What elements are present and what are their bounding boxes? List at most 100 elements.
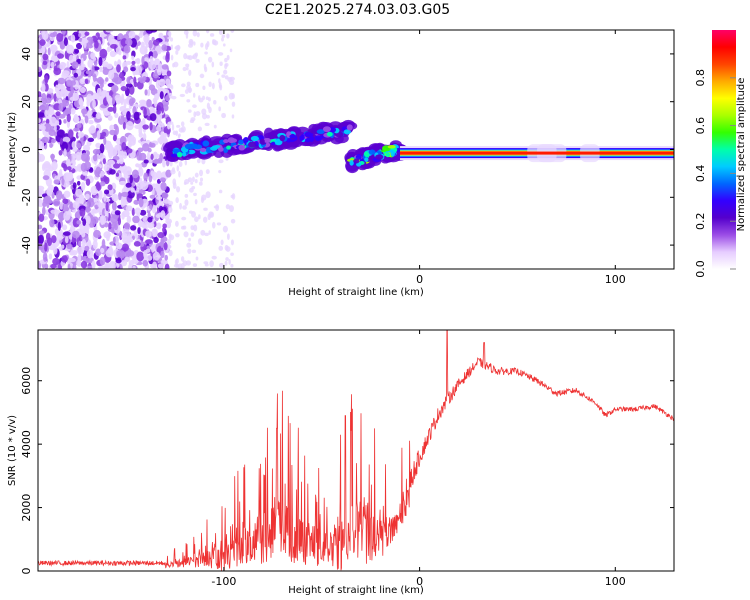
weak-scatter: [175, 197, 179, 204]
noise-speckle: [93, 60, 98, 67]
noise-speckle: [107, 115, 113, 121]
noise-speckle: [45, 118, 50, 125]
noise-speckle: [88, 119, 94, 125]
weak-scatter: [224, 75, 229, 80]
weak-scatter: [231, 101, 236, 107]
noise-speckle: [48, 129, 56, 137]
noise-speckle: [51, 161, 58, 171]
noise-speckle: [106, 46, 111, 53]
weak-scatter: [201, 158, 206, 165]
noise-speckle: [91, 216, 99, 224]
weak-scatter: [230, 252, 234, 256]
noise-speckle: [42, 201, 47, 208]
weak-scatter: [200, 229, 206, 236]
spectrogram-plot: [38, 30, 674, 269]
noise-speckle: [118, 180, 127, 186]
noise-speckle: [123, 45, 131, 54]
noise-speckle: [85, 215, 91, 225]
noise-speckle: [165, 169, 172, 178]
noise-speckle: [90, 185, 99, 196]
noise-speckle: [160, 250, 165, 259]
signal-blob: [368, 149, 376, 155]
noise-speckle: [67, 257, 76, 263]
noise-speckle: [94, 40, 99, 49]
noise-speckle: [64, 236, 69, 244]
noise-speckle: [84, 78, 89, 84]
weak-scatter: [173, 263, 180, 268]
weak-scatter: [216, 222, 222, 226]
noise-speckle: [44, 242, 48, 252]
noise-speckle: [67, 263, 71, 269]
noise-speckle: [86, 99, 91, 107]
weak-scatter: [198, 214, 201, 220]
noise-speckle: [61, 162, 66, 168]
weak-scatter: [186, 99, 191, 103]
noise-speckle: [122, 33, 130, 40]
signal-blob: [170, 153, 178, 158]
noise-speckle: [78, 240, 82, 247]
noise-speckle: [70, 107, 76, 115]
noise-speckle: [80, 260, 88, 269]
noise-speckle: [139, 30, 143, 36]
noise-speckle: [111, 193, 119, 202]
weak-scatter: [171, 123, 175, 131]
noise-speckle: [121, 191, 129, 197]
noise-speckle: [42, 53, 49, 61]
noise-speckle: [49, 142, 53, 148]
weak-scatter: [171, 167, 175, 173]
noise-speckle: [111, 201, 117, 211]
weak-scatter: [230, 239, 234, 246]
noise-speckle: [58, 229, 63, 236]
signal-blob: [353, 158, 360, 164]
weak-scatter: [207, 56, 213, 63]
noise-speckle: [156, 196, 163, 201]
weak-scatter: [224, 57, 228, 63]
noise-speckle: [148, 39, 153, 49]
noise-speckle: [57, 212, 66, 221]
noise-speckle: [75, 151, 82, 161]
weak-scatter: [204, 51, 208, 55]
colorbar-axes: 0.0 0.2 0.4 0.6 0.8: [694, 69, 736, 278]
noise-speckle: [116, 64, 121, 73]
weak-scatter: [195, 58, 200, 63]
noise-speckle: [121, 243, 129, 252]
noise-speckle: [130, 187, 135, 193]
carrier-core-top: [400, 151, 674, 155]
weak-scatter: [175, 220, 179, 227]
noise-speckle: [42, 60, 48, 66]
weak-scatter: [221, 112, 227, 119]
signal-blob: [263, 137, 271, 143]
noise-speckle: [121, 212, 125, 220]
noise-speckle: [86, 249, 94, 259]
weak-scatter: [218, 30, 223, 35]
weak-scatter: [225, 204, 231, 210]
weak-scatter: [194, 216, 199, 223]
weak-scatter: [177, 134, 181, 139]
noise-speckle: [105, 30, 114, 33]
weak-scatter: [200, 42, 204, 48]
noise-speckle: [114, 210, 121, 216]
weak-scatter: [224, 260, 228, 266]
noise-speckle: [92, 92, 99, 102]
signal-blob: [184, 143, 194, 150]
noise-speckle: [81, 231, 86, 238]
noise-speckle: [52, 31, 58, 37]
snr-series-line: [38, 330, 674, 571]
signal-blob: [315, 136, 321, 142]
noise-speckle: [161, 192, 169, 199]
noise-speckle: [66, 158, 71, 167]
weak-scatter: [220, 239, 224, 246]
noise-speckle: [137, 227, 141, 235]
snr-plot: [38, 330, 674, 571]
noise-speckle: [115, 172, 120, 177]
noise-speckle: [71, 141, 76, 149]
snr-frame: [37, 329, 675, 572]
noise-speckle: [162, 223, 167, 229]
noise-speckle: [138, 99, 147, 105]
noise-speckle: [57, 53, 65, 59]
noise-speckle: [77, 253, 82, 263]
noise-speckle: [85, 205, 91, 213]
noise-speckle: [77, 131, 85, 138]
noise-speckle: [72, 92, 80, 101]
noise-speckle: [49, 116, 57, 127]
